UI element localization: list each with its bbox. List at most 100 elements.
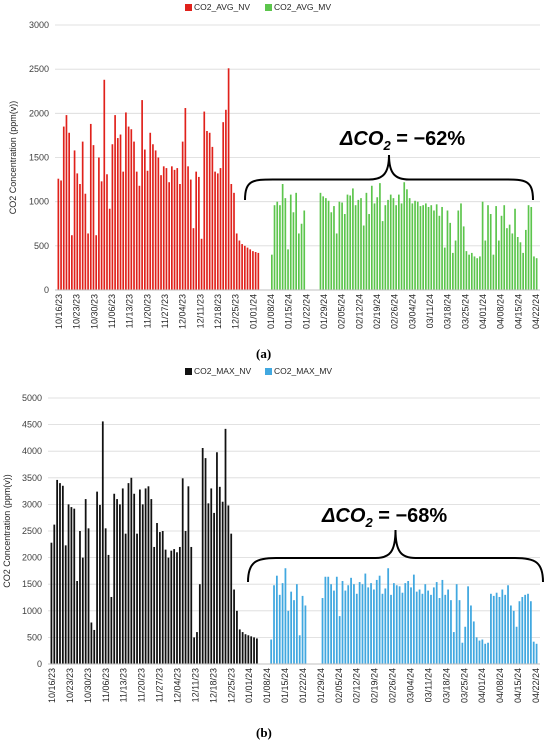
bar-nv <box>79 184 81 290</box>
bar-mv <box>410 587 412 664</box>
x-tick-label: 03/11/24 <box>423 668 433 702</box>
bar-mv <box>454 240 457 290</box>
bar-mv <box>325 198 327 290</box>
bar-mv <box>481 201 484 290</box>
bar-mv <box>533 256 535 290</box>
bar-mv <box>387 199 389 290</box>
chart-a-avg-co2: 0 500 1000 1500 2000 2500 3000 CO2 Concentratio… <box>8 2 541 329</box>
bar-nv <box>171 166 173 290</box>
bar-mv <box>487 205 489 290</box>
bar-nv <box>241 632 244 664</box>
bar-mv <box>484 643 487 664</box>
bar-nv <box>56 479 59 664</box>
bar-nv <box>96 491 98 664</box>
x-tick-label: 01/15/24 <box>284 294 294 329</box>
bar-mv <box>341 581 344 664</box>
legend-label-nv: CO2_AVG_NV <box>194 2 250 12</box>
x-tick-label: 10/16/23 <box>47 668 57 703</box>
bar-mv <box>373 589 375 664</box>
bar-mv <box>411 203 414 290</box>
bar-mv <box>447 589 449 664</box>
bar-nv <box>81 557 84 664</box>
bar-mv <box>498 596 501 664</box>
bar-mv <box>479 256 481 290</box>
bar-nv <box>73 508 76 664</box>
bar-mv <box>458 600 461 664</box>
bar-mv <box>435 582 438 664</box>
bar-mv <box>412 574 415 664</box>
bar-nv <box>99 504 101 664</box>
bar-nv <box>244 634 247 664</box>
y-tick-label: 4500 <box>22 420 42 430</box>
y-tick-label: 1000 <box>29 197 49 207</box>
bar-mv <box>408 198 411 290</box>
bar-nv <box>114 115 116 290</box>
bar-nv <box>167 557 170 664</box>
bar-mv <box>338 201 341 290</box>
bar-nv <box>203 111 206 290</box>
bar-mv <box>300 223 303 290</box>
delta-co2-annotation: ΔCO2 = −62% <box>339 128 465 153</box>
bar-nv <box>106 174 108 290</box>
bar-mv <box>406 189 408 290</box>
bar-nv <box>221 501 224 664</box>
bar-mv <box>503 205 506 290</box>
y-tick-label: 5000 <box>22 393 42 403</box>
bar-mv <box>347 585 350 664</box>
bar-nv <box>116 138 119 290</box>
bar-nv <box>164 549 167 664</box>
bar-mv <box>341 202 343 290</box>
bar-nv <box>206 131 208 290</box>
bar-nv <box>57 178 60 290</box>
bar-nv <box>141 100 143 290</box>
legend-swatch-nv <box>185 4 192 11</box>
bar-mv <box>298 233 300 290</box>
bar-nv <box>119 134 122 290</box>
y-axis-title: CO2 Concentration (ppm(v)) <box>2 474 12 588</box>
x-tick-label: 02/12/24 <box>354 294 364 329</box>
bar-mv <box>368 214 370 290</box>
bar-nv <box>204 458 207 664</box>
bar-mv <box>295 584 298 664</box>
bar-mv <box>384 205 387 290</box>
bar-nv <box>125 112 127 290</box>
y-tick-label: 500 <box>34 241 49 251</box>
bar-mv <box>438 598 441 664</box>
bar-nv <box>178 546 181 664</box>
x-tick-label: 12/04/23 <box>172 668 182 703</box>
bar-mv <box>304 605 307 664</box>
bar-mv <box>532 641 535 664</box>
bar-nv <box>219 168 222 290</box>
y-tick-label: 2000 <box>22 553 42 563</box>
bar-mv <box>475 637 478 664</box>
bar-mv <box>398 194 400 290</box>
bar-mv <box>343 214 346 290</box>
bar-mv <box>452 632 455 664</box>
bar-nv <box>243 245 246 290</box>
bar-mv <box>461 642 464 664</box>
bar-nv <box>214 171 216 290</box>
x-tick-label: 01/29/24 <box>319 294 329 329</box>
bar-mv <box>301 595 304 664</box>
bar-nv <box>218 486 221 664</box>
bar-nv <box>70 507 73 664</box>
x-tick-label: 12/25/23 <box>231 294 241 329</box>
bar-nv <box>84 193 87 290</box>
bar-mv <box>470 252 473 290</box>
bar-nv <box>71 235 73 290</box>
bar-mv <box>379 183 381 290</box>
bar-nv <box>108 208 111 290</box>
bar-mv <box>516 237 519 290</box>
bar-mv <box>455 584 458 664</box>
bar-mv <box>435 204 438 290</box>
bar-mv <box>465 251 468 290</box>
bar-mv <box>284 568 287 664</box>
bar-nv <box>104 528 107 664</box>
bar-mv <box>416 201 419 290</box>
bar-mv <box>450 600 452 664</box>
bar-mv <box>519 242 522 290</box>
bar-nv <box>152 144 154 290</box>
y-tick-label: 0 <box>37 659 42 669</box>
bar-nv <box>113 493 116 664</box>
